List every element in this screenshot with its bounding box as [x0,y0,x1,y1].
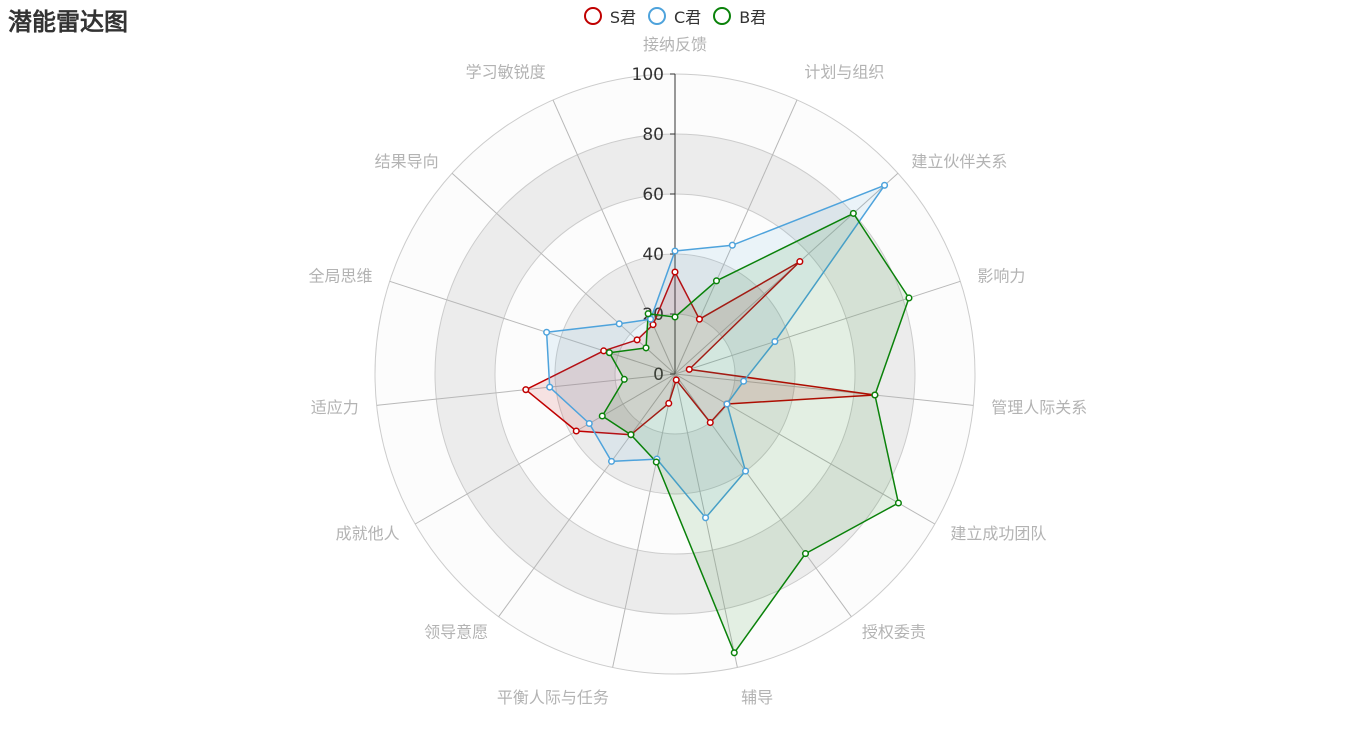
series-point [652,458,660,466]
radar-indicator-label: 建立成功团队 [950,524,1046,543]
radar-spoke [674,373,936,525]
series-point [642,344,650,352]
radar-spoke [674,373,974,406]
series-point [796,258,804,266]
radar-indicator-label: 成就他人 [336,524,400,543]
series-area [601,212,910,654]
radar-indicator-label: 管理人际关系 [991,398,1087,417]
series-point [633,336,641,344]
legend-label: S君 [609,8,636,27]
legend-label: C君 [674,8,702,27]
series-point [672,376,680,384]
value-axis-tick-label: 40 [642,245,664,265]
legend-item-b[interactable]: B君 [713,4,766,28]
radar-indicator-label: 结果导向 [375,152,439,171]
value-axis-tick-label: 0 [653,365,664,385]
series-point [671,268,679,276]
legend-circle-icon [713,7,732,25]
series-point [598,412,606,420]
series-point [706,418,714,427]
series-area [525,260,876,436]
series-point [585,419,593,428]
series-point [665,399,673,407]
value-axis-tick-label: 100 [632,65,664,85]
series-point [741,467,750,475]
radar-spoke [389,280,676,375]
value-axis-tick-label: 60 [642,185,664,205]
series-point [620,375,628,383]
legend-item-s[interactable]: S君 [583,4,636,28]
radar-indicator-label: 领导意愿 [424,622,488,641]
series-point [605,349,613,357]
radar-spoke [674,280,961,375]
series-point [849,209,857,217]
series-point [712,277,721,285]
series-point [600,347,608,355]
series-point [723,400,731,408]
series-point [740,377,748,385]
series-point [871,391,879,399]
series-point [801,550,810,558]
radar-indicator-label: 学习敏锐度 [466,62,546,81]
series-point [627,431,635,439]
radar-indicator-label: 授权委责 [862,622,926,641]
series-point [671,313,679,321]
series-point [905,294,913,302]
legend-circle-icon [648,7,666,25]
legend-item-c[interactable]: C君 [648,4,701,28]
series-point [695,315,703,323]
legend-circle-icon [583,7,602,25]
series-point [881,181,889,189]
series-point [607,457,616,465]
series-point [771,338,779,346]
series-point [615,320,623,328]
series-point [572,427,580,435]
radar-spoke [552,99,676,375]
radar-indicator-label: 建立伙伴关系 [911,152,1007,171]
radar-spoke [498,373,676,617]
chart-title: 潜能雷达图 [8,8,128,36]
series-point [644,310,652,318]
series-point [730,649,738,657]
series-point [894,499,902,507]
series-point [649,321,657,329]
radar-indicator-label: 平衡人际与任务 [497,688,609,707]
radar-indicator-label: 辅导 [741,688,773,707]
radar-spoke [414,373,676,525]
series-point [728,241,736,249]
radar-spoke [674,99,798,375]
radar-indicator-label: 全局思维 [309,267,373,286]
radar-indicator-label: 影响力 [977,267,1025,286]
series-point [647,315,655,323]
series-point [522,386,530,394]
value-axis-tick-label: 80 [642,125,664,145]
radar-indicator-label: 接纳反馈 [643,35,707,54]
series-point [702,514,710,522]
legend: S君 C君 B君 [0,4,1350,28]
series-point [671,247,679,255]
series-point [685,365,693,373]
legend-label: B君 [739,8,767,27]
series-point [543,328,551,336]
radar-spoke [612,373,676,668]
radar-indicator-label: 适应力 [311,398,359,417]
series-point [546,383,554,391]
radar-indicator-label: 计划与组织 [804,62,884,81]
